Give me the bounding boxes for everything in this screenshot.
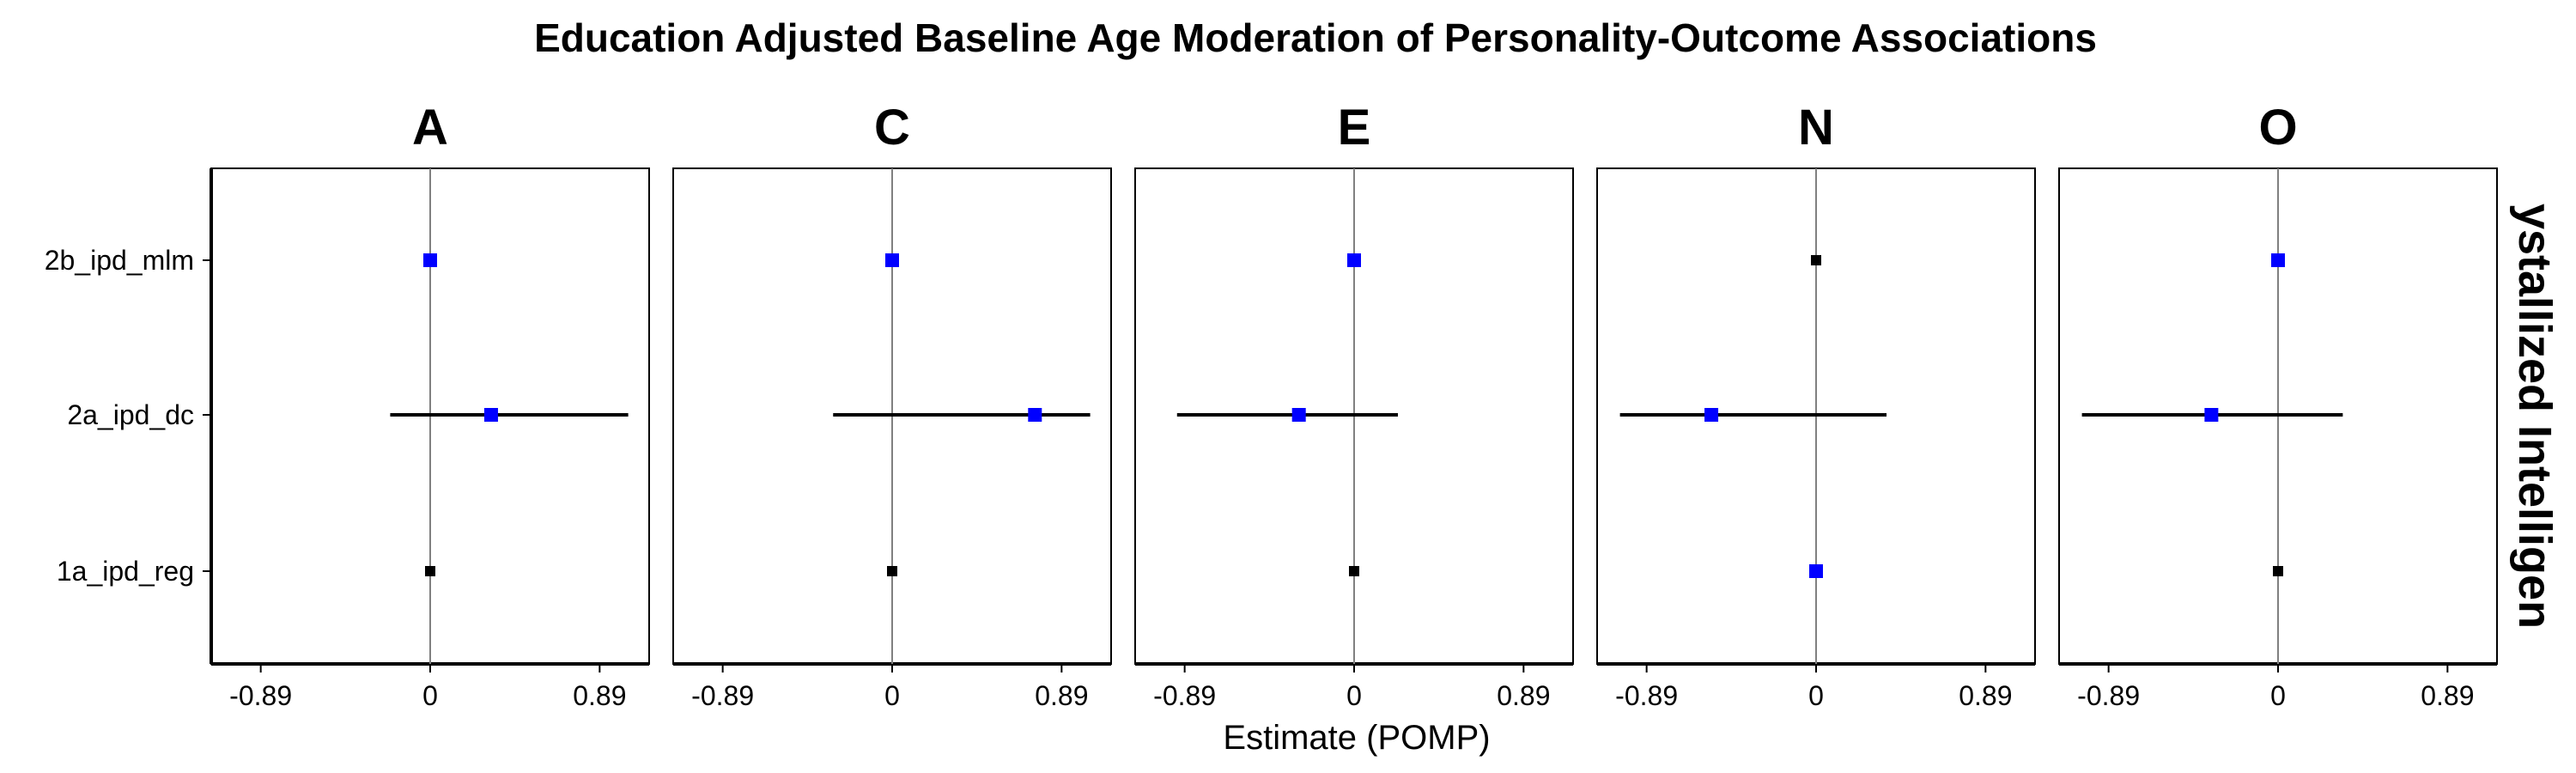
y-tick-label: 2b_ipd_mlm (45, 245, 194, 276)
x-tick-label: 0 (1346, 680, 1362, 711)
point-marker (885, 253, 899, 267)
point-marker (2204, 408, 2219, 422)
point-marker (483, 408, 498, 422)
row-strip: ystallized Intelligen (2509, 204, 2561, 629)
panel-strip-label: C (874, 100, 910, 155)
point-marker (423, 253, 437, 267)
y-tick-label: 2a_ipd_dc (67, 399, 194, 430)
point-marker (2273, 566, 2283, 576)
point-marker (2271, 253, 2285, 267)
point-marker (1811, 255, 1821, 265)
point-marker (1028, 408, 1042, 422)
x-tick-label: -0.89 (691, 680, 754, 711)
x-tick-label: -0.89 (1153, 680, 1216, 711)
point-marker (1291, 408, 1306, 422)
x-tick-label: 0 (422, 680, 438, 711)
x-tick-label: 0.89 (1497, 680, 1550, 711)
y-axis: 2b_ipd_mlm 2a_ipd_dc 1a_ipd_reg (45, 168, 213, 664)
x-tick-label: -0.89 (2077, 680, 2140, 711)
point-marker (1704, 408, 1719, 422)
x-tick-label: -0.89 (1615, 680, 1678, 711)
panel-E: E -0.89 0 0.89 (1134, 100, 1574, 711)
panel-N: N -0.89 0 0.89 (1596, 100, 2036, 711)
point-marker (1349, 566, 1359, 576)
facet-panels: A -0.89 0 0.89 C -0.89 0 0.89 E -0.89 0 0.89 N -0.89 0… (210, 100, 2498, 711)
x-tick-label: 0.89 (1959, 680, 2012, 711)
panel-strip-label: E (1338, 100, 1371, 155)
panel-O: O -0.89 0 0.89 (2058, 100, 2498, 711)
panel-strip-label: O (2258, 100, 2297, 155)
panel-C: C -0.89 0 0.89 (672, 100, 1112, 711)
x-tick-label: 0.89 (573, 680, 626, 711)
x-tick-label: 0 (884, 680, 900, 711)
row-strip-label: ystallized Intelligen (2509, 204, 2561, 629)
point-marker (1347, 253, 1361, 267)
panel-strip-label: A (412, 100, 448, 155)
point-marker (1809, 564, 1823, 578)
x-tick-label: 0 (1808, 680, 1824, 711)
x-tick-label: 0 (2270, 680, 2286, 711)
point-marker (425, 566, 435, 576)
x-tick-label: 0.89 (1035, 680, 1088, 711)
panel-A: A -0.89 0 0.89 (210, 100, 650, 711)
x-tick-label: -0.89 (229, 680, 292, 711)
chart-title: Education Adjusted Baseline Age Moderati… (534, 15, 2097, 60)
y-tick-label: 1a_ipd_reg (57, 556, 194, 587)
panel-strip-label: N (1798, 100, 1834, 155)
x-tick-label: 0.89 (2421, 680, 2474, 711)
x-axis-title: Estimate (POMP) (1223, 719, 1490, 757)
point-marker (887, 566, 897, 576)
